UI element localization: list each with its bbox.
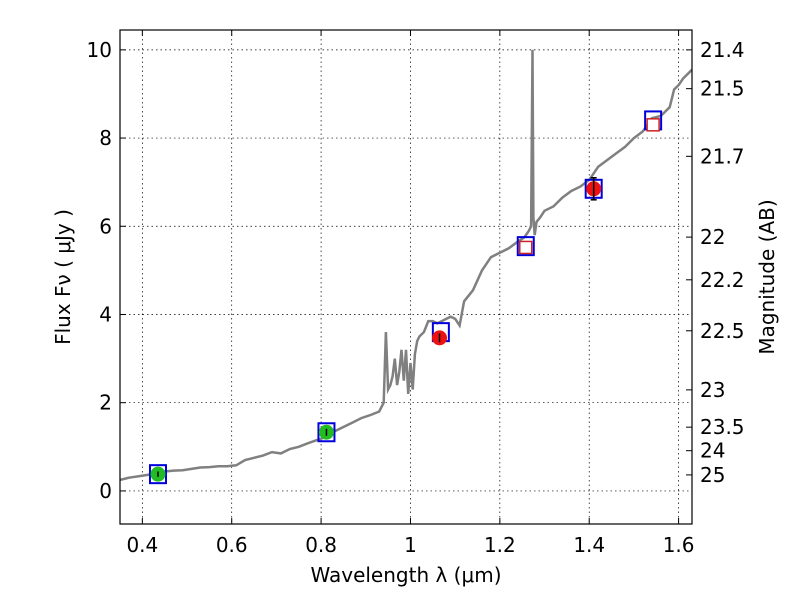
x-tick-label: 1 <box>404 533 417 557</box>
right-tick-label: 21.4 <box>700 38 745 62</box>
right-axis-title: Magnitude (AB) <box>755 199 779 354</box>
tick-marks <box>120 30 692 524</box>
x-tick-label: 1.2 <box>484 533 516 557</box>
y-tick-label: 2 <box>99 391 112 415</box>
y-tick-label: 4 <box>99 302 112 326</box>
right-tick-label: 22.2 <box>700 268 745 292</box>
plot-frame <box>119 29 693 525</box>
right-tick-label: 21.5 <box>700 77 745 101</box>
right-tick-label: 22 <box>700 225 725 249</box>
model-box <box>516 236 535 257</box>
photometry-point <box>646 118 660 132</box>
x-tick-label: 0.6 <box>216 533 248 557</box>
x-tick-label: 0.4 <box>126 533 158 557</box>
grid-lines <box>120 30 692 524</box>
x-axis-title: Wavelength λ (μm) <box>310 563 501 587</box>
right-tick-label: 21.7 <box>700 144 745 168</box>
spectrum-line <box>120 49 692 482</box>
model-spectrum <box>120 49 692 482</box>
x-tick-label: 1.6 <box>663 533 695 557</box>
model-box <box>317 422 336 443</box>
y-tick-labels: 0 2 4 6 8 10 <box>87 38 112 503</box>
photometry-point <box>519 240 533 255</box>
right-tick-label: 22.5 <box>700 319 745 343</box>
y-tick-label: 8 <box>99 126 112 150</box>
y-tick-label: 0 <box>99 479 112 503</box>
right-tick-label: 23.5 <box>700 415 745 439</box>
x-tick-label: 1.4 <box>573 533 605 557</box>
observed-photometry <box>150 118 660 482</box>
y-axis-title: Flux Fν ( μJy ) <box>51 209 75 345</box>
y-tick-label: 6 <box>99 214 112 238</box>
right-tick-label: 24 <box>700 439 725 463</box>
y-tick-label: 10 <box>87 38 112 62</box>
model-photometry-boxes <box>148 110 663 485</box>
model-box <box>148 464 167 485</box>
x-tick-labels: 0.4 0.6 0.8 1 1.2 1.4 1.6 <box>126 533 694 557</box>
right-tick-label: 23 <box>700 378 725 402</box>
x-tick-label: 0.8 <box>305 533 337 557</box>
right-tick-label: 25 <box>700 463 725 487</box>
